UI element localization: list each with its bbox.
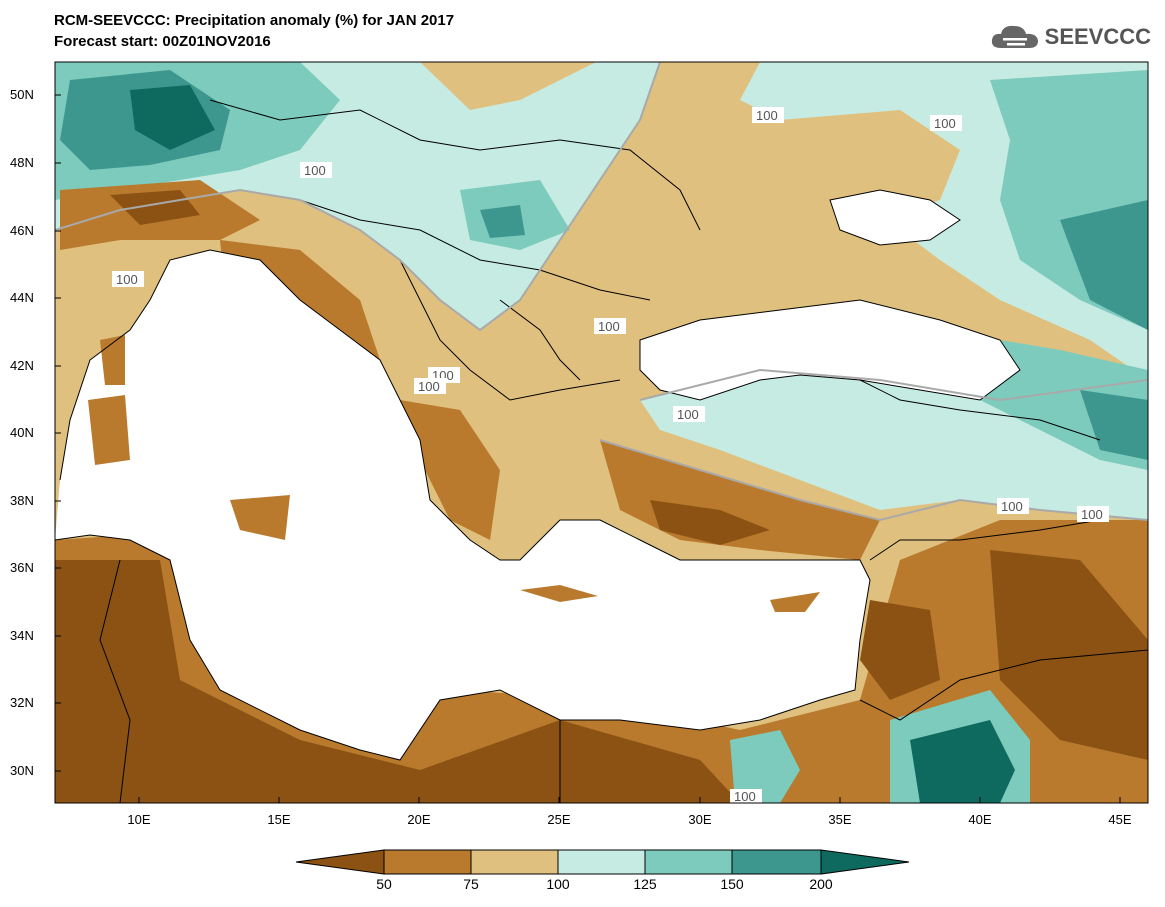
lat-label: 38N [10, 493, 34, 508]
lon-label: 30E [688, 812, 712, 827]
colorbar-segment [731, 849, 822, 875]
country-borders [99, 99, 1148, 803]
colorbar-segment [644, 849, 733, 875]
colorbar [295, 849, 910, 875]
very-dry-alps [110, 190, 200, 225]
very-dry-libya [55, 560, 740, 803]
contour-label: 100 [418, 379, 440, 394]
dry-greece [400, 400, 500, 540]
lat-label: 40N [10, 425, 34, 440]
colorbar-segment [295, 849, 385, 875]
contour-label: 100 [756, 108, 778, 123]
colorbar-label: 125 [633, 876, 657, 892]
contour-100 [55, 62, 1148, 522]
contour-label: 100 [677, 407, 699, 422]
lon-label: 20E [407, 812, 431, 827]
lon-label: 35E [828, 812, 852, 827]
lat-label: 34N [10, 628, 34, 643]
dry-ukraine-east [780, 110, 960, 220]
contour-labels: 100 100 100 100 100 100 100 100 100 100 … [112, 107, 1109, 804]
crete [520, 585, 598, 602]
lat-label: 46N [10, 223, 34, 238]
colorbar-segment [470, 849, 559, 875]
map-title: RCM-SEEVCCC: Precipitation anomaly (%) f… [54, 12, 455, 29]
extreme-wet-saudi [910, 720, 1015, 803]
seevccc-logo: SEEVCCC [989, 22, 1151, 52]
contour-label: 100 [734, 789, 756, 804]
black-sea [640, 300, 1020, 400]
contour-label: 100 [1001, 499, 1023, 514]
colorbar-segment [820, 849, 910, 875]
colorbar-segment [557, 849, 646, 875]
contour-label: 100 [934, 116, 956, 131]
colorbar-label: 150 [720, 876, 744, 892]
cyprus [770, 592, 820, 612]
lat-label: 30N [10, 763, 34, 778]
lat-label: 32N [10, 695, 34, 710]
contour-label: 100 [598, 319, 620, 334]
colorbar-label: 100 [546, 876, 570, 892]
extreme-wet-germany [130, 85, 215, 150]
colorbar-label: 75 [463, 876, 479, 892]
very-dry-levant [860, 600, 940, 700]
colorbar-label: 50 [376, 876, 392, 892]
anomaly-fill-layer [55, 62, 1148, 803]
lon-label: 40E [968, 812, 992, 827]
sardinia [88, 395, 130, 465]
lat-label: 50N [10, 87, 34, 102]
lat-label: 48N [10, 155, 34, 170]
axis-ticks [55, 94, 1121, 803]
mediterranean-sea [55, 250, 870, 760]
lon-label: 45E [1108, 812, 1132, 827]
lat-label: 44N [10, 290, 34, 305]
very-dry-south-anatolia [650, 500, 770, 545]
lon-label: 10E [127, 812, 151, 827]
forecast-start-label: Forecast start: 00Z01NOV2016 [54, 33, 271, 50]
lon-label: 25E [547, 812, 571, 827]
contour-label: 100 [116, 272, 138, 287]
contour-label: 100 [1081, 507, 1103, 522]
logo-text: SEEVCCC [1044, 24, 1151, 49]
cloud-icon [991, 25, 1038, 48]
very-wet-russia [1060, 200, 1148, 330]
very-dry-arabia [990, 550, 1148, 760]
sicily [230, 495, 290, 540]
colorbar-segment [383, 849, 472, 875]
very-wet-hungary [480, 205, 525, 238]
colorbar-label: 200 [809, 876, 833, 892]
coastlines [55, 189, 1021, 761]
wet-sinai [730, 730, 800, 803]
very-wet-caucasus [1080, 390, 1148, 460]
contour-label: 100 [304, 163, 326, 178]
lon-label: 15E [267, 812, 291, 827]
lat-label: 36N [10, 560, 34, 575]
lat-label: 42N [10, 358, 34, 373]
sea-of-azov [830, 190, 960, 245]
